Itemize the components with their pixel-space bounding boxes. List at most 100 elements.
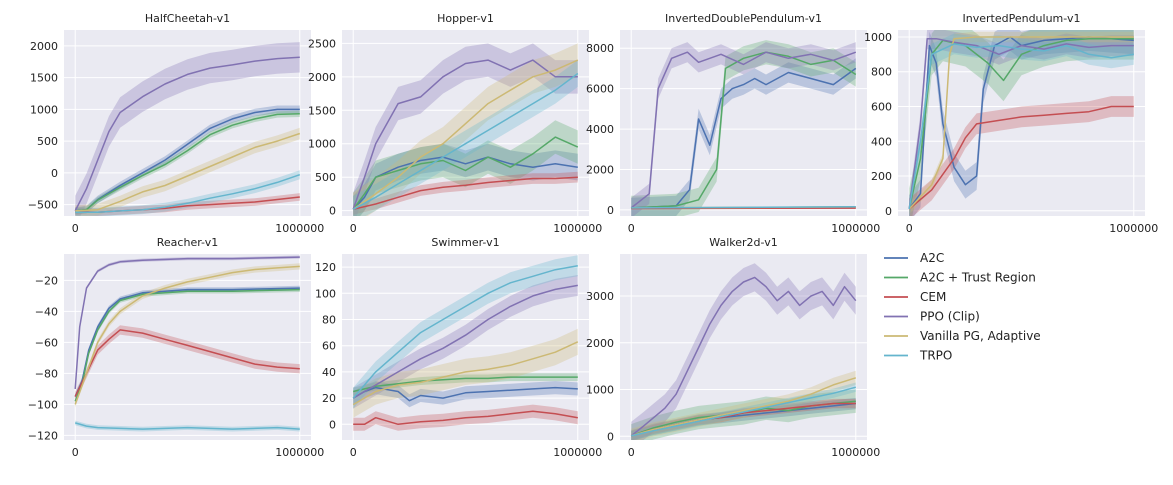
series-layer: [908, 30, 1134, 216]
y-tick-label: 0: [885, 205, 892, 218]
line-a2c-trust-region: [631, 51, 857, 209]
plot-background: [898, 30, 1145, 216]
y-tick-label: 1500: [308, 104, 336, 117]
x-tick-label: 0: [72, 446, 79, 459]
x-tick-label: 0: [72, 222, 79, 235]
y-tick-label: 500: [37, 135, 58, 148]
panel-title: InvertedDoublePendulum-v1: [665, 12, 822, 25]
line-trpo: [352, 72, 579, 210]
band-cem: [353, 171, 578, 215]
line-ppo-clip: [352, 59, 578, 210]
y-tick-label: 2000: [586, 337, 614, 350]
y-tick-label: 4000: [586, 123, 614, 136]
band-a2c: [353, 143, 578, 216]
y-tick-label: 0: [51, 167, 58, 180]
band-a2c-trust-region: [353, 373, 578, 396]
line-cem: [908, 105, 1134, 210]
line-trpo: [75, 173, 301, 213]
x-tick-label: 1000000: [831, 446, 880, 459]
series-layer: [74, 42, 301, 216]
line-vanilla-pg-adaptive: [75, 132, 301, 212]
x-tick-label: 1000000: [831, 222, 880, 235]
y-tick-label: 800: [871, 66, 892, 79]
y-tick-label: 1000: [30, 103, 58, 116]
line-a2c: [908, 36, 1134, 210]
line-a2c-trust-region: [74, 288, 300, 402]
band-ppo-clip: [909, 30, 1134, 216]
y-tick-label: 0: [607, 204, 614, 217]
y-tick-label: 100: [315, 287, 336, 300]
y-tick-label: 500: [315, 171, 336, 184]
legend: A2C A2C + Trust Region CEM PPO (Clip) Vanill…: [884, 251, 1041, 363]
line-a2c: [631, 67, 857, 209]
y-tick-label: 0: [607, 430, 614, 443]
y-tick-label: 400: [871, 135, 892, 148]
y-tick-label: 1500: [30, 72, 58, 85]
y-tick-label: −120: [28, 429, 58, 442]
line-a2c-trust-region: [352, 136, 579, 210]
plot-background: [342, 254, 589, 440]
series-layer: [630, 40, 857, 216]
line-a2c: [352, 386, 578, 402]
band-cem: [909, 96, 1134, 216]
band-vanilla-pg-adaptive: [75, 127, 300, 216]
line-ppo-clip: [74, 56, 300, 212]
band-vanilla-pg-adaptive: [353, 43, 578, 216]
panel-walker2d-v1: Walker2d-v1 0 1000 2000 3000 0 1000000: [586, 236, 880, 459]
y-tick-label: 8000: [586, 42, 614, 55]
panel-title: Swimmer-v1: [431, 236, 499, 249]
x-tick-label: 1000000: [275, 446, 324, 459]
legend-label-ppo-clip: PPO (Clip): [920, 310, 980, 324]
line-trpo: [74, 422, 300, 430]
line-a2c-trust-region: [75, 113, 300, 212]
y-tick-label: 3000: [586, 290, 614, 303]
y-tick-label: 2000: [586, 164, 614, 177]
line-trpo: [908, 43, 1134, 210]
y-tick-label: 1000: [864, 31, 892, 44]
x-tick-label: 0: [628, 446, 635, 459]
x-tick-label: 1000000: [275, 222, 324, 235]
band-trpo: [353, 255, 578, 409]
line-cem: [353, 410, 578, 426]
line-cem: [353, 176, 578, 211]
panel-title: Walker2d-v1: [709, 236, 777, 249]
y-tick-label: −80: [35, 367, 58, 380]
y-tick-label: 1000: [308, 138, 336, 151]
y-tick-label: −60: [35, 336, 58, 349]
panel-inverteddoublependulum-v1: InvertedDoublePendulum-v1 0 2000 4000 6000 80…: [586, 12, 880, 235]
y-tick-label: 6000: [586, 83, 614, 96]
y-tick-label: 80: [322, 313, 336, 326]
y-tick-label: 2500: [308, 37, 336, 50]
y-tick-label: −500: [28, 199, 58, 212]
plot-background: [64, 254, 311, 440]
line-vanilla-pg-adaptive: [352, 59, 579, 210]
y-tick-label: 200: [871, 170, 892, 183]
panel-title: Reacher-v1: [157, 236, 218, 249]
y-tick-label: 120: [315, 261, 336, 274]
y-tick-label: 0: [329, 205, 336, 218]
band-a2c-trust-region: [909, 30, 1134, 216]
line-ppo-clip: [74, 256, 300, 389]
x-tick-label: 0: [628, 222, 635, 235]
line-vanilla-pg-adaptive: [630, 377, 857, 437]
y-tick-label: 20: [322, 392, 336, 405]
series-layer: [630, 263, 857, 440]
y-tick-label: 1000: [586, 384, 614, 397]
legend-label-a2c: A2C: [920, 251, 944, 265]
series-layer: [74, 255, 300, 432]
panel-hopper-v1: Hopper-v1 0 500 1000 1500 2000 2500 0 1000000: [308, 12, 602, 235]
x-tick-label: 0: [906, 222, 913, 235]
x-tick-label: 1000000: [553, 222, 602, 235]
band-a2c-trust-region: [631, 40, 856, 216]
series-layer: [352, 255, 579, 431]
band-a2c-trust-region: [353, 120, 578, 216]
x-tick-label: 1000000: [553, 446, 602, 459]
line-ppo-clip: [630, 51, 857, 209]
band-trpo: [75, 170, 300, 216]
legend-label-vanilla-pg-adaptive: Vanilla PG, Adaptive: [920, 329, 1041, 343]
legend-label-a2c-trust-region: A2C + Trust Region: [920, 271, 1036, 285]
panel-title: InvertedPendulum-v1: [963, 12, 1081, 25]
x-tick-label: 0: [350, 446, 357, 459]
band-ppo-clip: [75, 42, 300, 216]
